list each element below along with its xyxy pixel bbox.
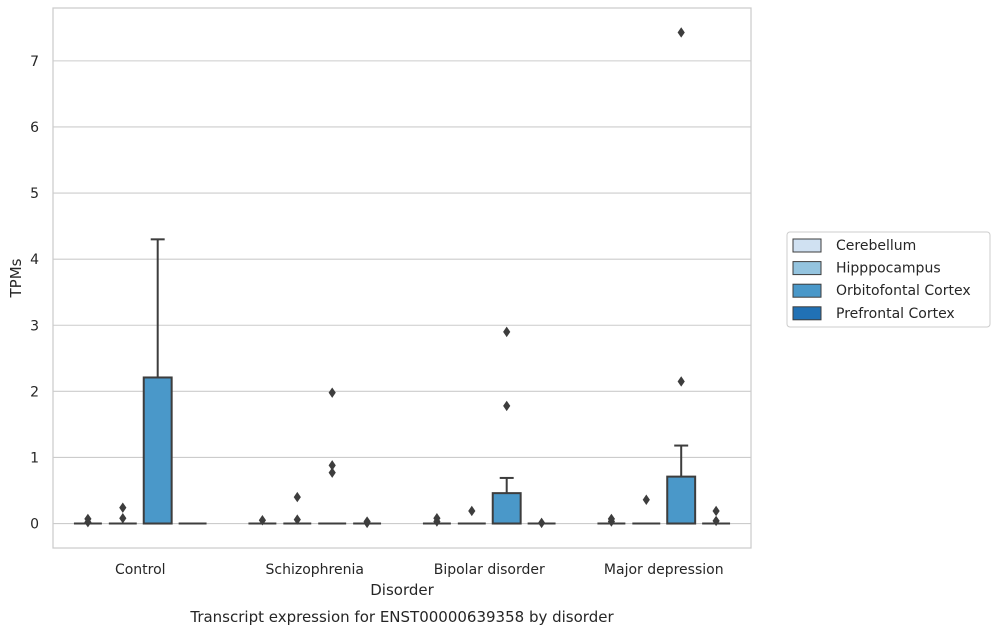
legend-swatch (792, 283, 822, 298)
box-body (491, 492, 522, 525)
outlier-point (677, 376, 685, 387)
outlier-point (328, 467, 336, 478)
outlier-point (293, 491, 301, 503)
outlier-point (607, 513, 615, 525)
y-tick-label: 0 (30, 517, 39, 533)
outlier-point (642, 494, 650, 505)
legend-label: Cerebellum (836, 238, 916, 254)
outlier-point (677, 27, 685, 38)
x-tick-label: Control (115, 562, 166, 578)
outlier-point (712, 515, 720, 527)
outlier-point (328, 387, 336, 398)
legend-swatch (792, 261, 822, 276)
x-tick-label: Bipolar disorder (434, 562, 545, 578)
x-tick-labels: Control Schizophrenia Bipolar disorder Majo… (115, 562, 724, 578)
box-0-0 (73, 513, 102, 528)
box-3-3 (702, 505, 731, 527)
caption: Transcript expression for ENST0000063935… (189, 608, 614, 626)
plot-frame (52, 7, 752, 549)
outlier-point (328, 460, 336, 471)
y-tick-label: 3 (30, 318, 39, 334)
box-1-1 (283, 491, 312, 525)
box-1-0 (108, 502, 137, 525)
x-tick-label: Schizophrenia (266, 562, 364, 578)
legend-frame (786, 231, 991, 328)
outlier-point (538, 517, 546, 529)
legend-swatch (792, 238, 822, 253)
legend-label: Prefrontal Cortex (836, 306, 955, 322)
box-3-2 (527, 517, 556, 529)
legend: Cerebellum Hipppocampus Orbitofontal Corte… (786, 231, 991, 328)
box-0-3 (597, 513, 626, 527)
outlier-point (468, 505, 476, 517)
box-2-1 (318, 387, 347, 525)
y-tick-label: 5 (30, 186, 39, 202)
box-0-1 (248, 515, 277, 526)
box-1-3 (632, 494, 661, 525)
box-2-0 (142, 238, 173, 525)
x-tick-label: Major depression (604, 562, 724, 578)
outlier-point (503, 326, 511, 338)
outlier-point (84, 513, 92, 525)
legend-label: Hipppocampus (836, 261, 941, 277)
outlier-point (119, 502, 127, 513)
outlier-point (712, 505, 720, 517)
box-3-1 (353, 516, 382, 529)
legend-label: Orbitofontal Cortex (836, 283, 971, 299)
outlier-point (433, 513, 441, 524)
box-2-3 (666, 27, 697, 525)
y-tick-label: 1 (30, 450, 39, 466)
outlier-point (258, 515, 266, 526)
outlier-point (363, 516, 371, 527)
box-body (666, 475, 697, 525)
y-tick-label: 2 (30, 384, 39, 400)
outlier-point (503, 400, 511, 412)
legend-swatch (792, 306, 822, 321)
box-2-2 (491, 326, 522, 525)
x-axis-label: Disorder (370, 581, 434, 599)
boxes (73, 27, 731, 529)
y-tick-label: 7 (30, 54, 39, 70)
y-tick-label: 6 (30, 120, 39, 136)
outlier-point (119, 513, 127, 524)
box-1-2 (457, 505, 486, 525)
box-0-2 (422, 513, 451, 527)
y-tick-labels: 0 1 2 3 4 5 6 7 (30, 54, 39, 533)
outlier-point (293, 514, 301, 525)
y-tick-label: 4 (30, 252, 39, 268)
y-axis-label: TPMs (7, 258, 25, 298)
box-body (142, 376, 173, 525)
